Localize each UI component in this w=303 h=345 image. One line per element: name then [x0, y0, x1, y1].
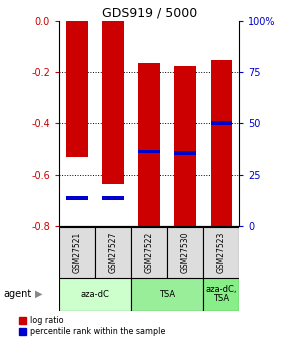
Text: GSM27522: GSM27522	[145, 231, 154, 273]
Text: aza-dC: aza-dC	[81, 289, 110, 299]
Text: agent: agent	[3, 289, 31, 299]
Bar	[175, 151, 196, 155]
Text: GSM27521: GSM27521	[73, 231, 82, 273]
Text: GSM27530: GSM27530	[181, 231, 190, 273]
FancyBboxPatch shape	[131, 227, 167, 278]
FancyBboxPatch shape	[167, 227, 203, 278]
Text: GSM27523: GSM27523	[217, 231, 226, 273]
Text: ▶: ▶	[35, 289, 42, 299]
Text: GSM27527: GSM27527	[109, 231, 118, 273]
Bar	[138, 63, 160, 226]
Bar	[211, 60, 232, 226]
Bar	[175, 66, 196, 226]
Bar	[102, 21, 124, 184]
Legend: log ratio, percentile rank within the sample: log ratio, percentile rank within the sa…	[19, 316, 165, 336]
FancyBboxPatch shape	[131, 278, 203, 310]
Bar	[138, 150, 160, 154]
Text: aza-dC,
TSA: aza-dC, TSA	[206, 285, 237, 304]
Bar	[102, 196, 124, 200]
FancyBboxPatch shape	[59, 278, 131, 310]
Bar	[211, 121, 232, 125]
FancyBboxPatch shape	[203, 278, 239, 310]
FancyBboxPatch shape	[95, 227, 131, 278]
FancyBboxPatch shape	[203, 227, 239, 278]
Title: GDS919 / 5000: GDS919 / 5000	[102, 7, 197, 20]
Bar	[66, 196, 88, 200]
FancyBboxPatch shape	[59, 227, 95, 278]
Bar	[66, 21, 88, 157]
Text: TSA: TSA	[159, 289, 175, 299]
